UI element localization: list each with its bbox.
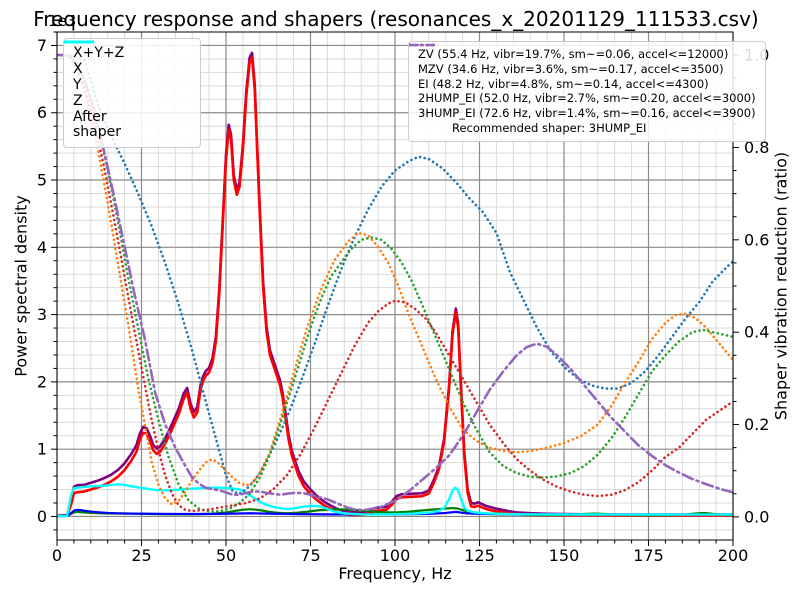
y-axis-label-left: Power spectral density (11, 195, 31, 377)
series-after-shaper (57, 483, 733, 518)
legend-shapers: ZV (55.4 Hz, vibr=19.7%, sm~=0.06, accel… (408, 41, 766, 142)
legend-label: After shaper (73, 109, 122, 140)
series-x (57, 56, 733, 518)
legend-label: Y (73, 77, 82, 93)
tick-label: 2 (37, 372, 47, 391)
tick-label: 150 (549, 546, 580, 565)
tick-label: 0.4 (744, 323, 769, 342)
tick-labels-x: 0 25 50 75 100 125 150 175 200 (52, 546, 748, 565)
series-ei (57, 53, 733, 513)
series-mzv (57, 53, 733, 506)
tick-label: 25 (131, 546, 151, 565)
legend-item: Y (64, 40, 191, 93)
tick-label: 0.2 (744, 415, 769, 434)
series-zv (57, 53, 733, 496)
legend-item: 2HUMP_EI (52.0 Hz, vibr=2.7%, sm~=0.20, … (409, 43, 756, 106)
legend-label: EI (48.2 Hz, vibr=4.8%, sm~=0.14, accel<… (418, 76, 709, 91)
chart-title: Frequency response and shapers (resonanc… (33, 7, 759, 31)
axis-ticks (51, 31, 739, 546)
legend-label: Recommended shaper: 3HUMP_EI (452, 120, 647, 135)
legend-psd: X+Y+Z X Y Z After shaper (63, 38, 201, 148)
tick-label: 100 (380, 546, 411, 565)
tick-label: 175 (633, 546, 664, 565)
legend-item: Recommended shaper: 3HUMP_EI (418, 121, 756, 136)
legend-label: Z (73, 93, 83, 109)
legend-label: ZV (55.4 Hz, vibr=19.7%, sm~=0.06, accel… (418, 47, 729, 61)
legend-line-swatch (64, 40, 94, 44)
legend-item: EI (48.2 Hz, vibr=4.8%, sm~=0.14, accel<… (409, 43, 756, 92)
tick-labels-y-left: 0 1 2 3 4 5 6 7 (37, 36, 47, 526)
tick-label: 7 (37, 36, 47, 55)
tick-label: 0.8 (744, 138, 769, 157)
legend-label: X (73, 61, 83, 77)
x-axis-label: Frequency, Hz (338, 564, 452, 583)
tick-label: 0.6 (744, 230, 769, 249)
legend-label: MZV (34.6 Hz, vibr=3.6%, sm~=0.17, accel… (418, 61, 724, 76)
tick-label: 4 (37, 238, 47, 257)
psd-series (57, 51, 733, 518)
tick-label: 200 (718, 546, 749, 565)
tick-label: 50 (216, 546, 236, 565)
legend-label: X+Y+Z (73, 45, 125, 61)
legend-item: MZV (34.6 Hz, vibr=3.6%, sm~=0.17, accel… (409, 43, 756, 77)
tick-label: 5 (37, 171, 47, 190)
legend-item: X (64, 40, 191, 77)
legend-item: Z (64, 40, 191, 109)
tick-label: 1 (37, 440, 47, 459)
legend-item: 3HUMP_EI (72.6 Hz, vibr=1.4%, sm~=0.16, … (409, 43, 756, 121)
series-2hump_ei (57, 53, 733, 513)
legend-label: 2HUMP_EI (52.0 Hz, vibr=2.7%, sm~=0.20, … (418, 91, 756, 106)
tick-label: 125 (464, 546, 495, 565)
legend-item: X+Y+Z (64, 40, 191, 61)
y-axis-label-right: Shaper vibration reduction (ratio) (771, 151, 791, 421)
tick-label: 6 (37, 103, 47, 122)
tick-label: 0.0 (744, 507, 769, 526)
y-axis-offset-label: 1e3 (48, 12, 77, 30)
series-3hump_ei (57, 53, 733, 512)
tick-label: 0 (52, 546, 62, 565)
legend-item: ZV (55.4 Hz, vibr=19.7%, sm~=0.06, accel… (409, 43, 756, 62)
tick-label: 3 (37, 305, 47, 324)
shaper-series (57, 53, 733, 513)
legend-label: 3HUMP_EI (72.6 Hz, vibr=1.4%, sm~=0.16, … (418, 106, 756, 121)
legend-item: After shaper (64, 40, 191, 140)
tick-label: 75 (300, 546, 320, 565)
legend-line-swatch (409, 43, 435, 47)
tick-label: 0 (37, 507, 47, 526)
